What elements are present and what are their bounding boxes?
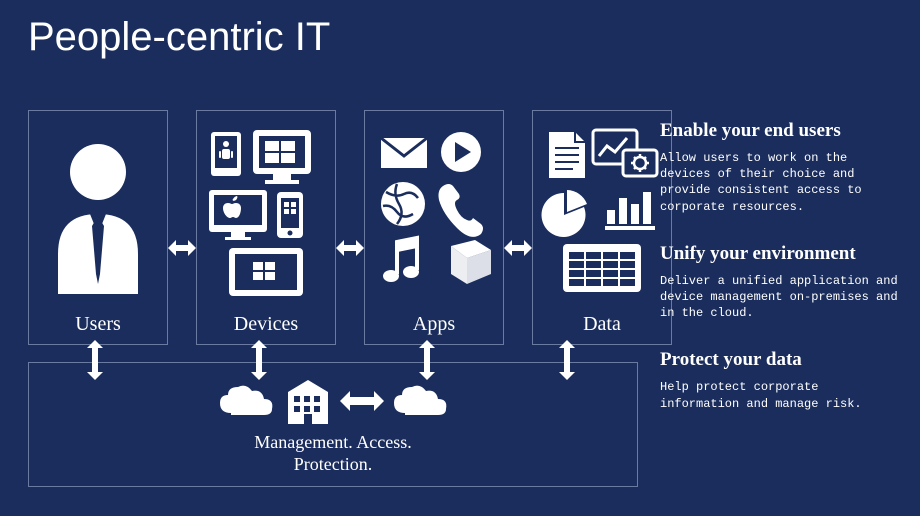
arrow-data-down — [556, 340, 578, 380]
management-label-line2: Protection. — [294, 454, 373, 474]
pie-chart-icon — [542, 190, 587, 237]
android-tablet-icon — [211, 132, 241, 176]
apps-icon-group — [369, 119, 499, 309]
pillar-users-label: Users — [75, 313, 121, 336]
benefit-enable-desc: Allow users to work on the devices of th… — [660, 150, 900, 215]
benefit-unify-desc: Deliver a unified application and device… — [660, 273, 900, 322]
management-label: Management. Access. Protection. — [254, 432, 411, 475]
management-label-line1: Management. Access. — [254, 432, 411, 452]
package-icon — [451, 240, 491, 284]
arrow-apps-data — [504, 150, 532, 345]
pillar-users: Users — [28, 110, 168, 345]
pillar-devices-label: Devices — [234, 313, 298, 336]
data-icon-group — [537, 119, 667, 309]
arrow-devices-apps — [336, 150, 364, 345]
pillar-devices: Devices — [196, 110, 336, 345]
phone-call-icon — [439, 184, 484, 237]
pillar-apps-label: Apps — [413, 313, 455, 336]
benefit-unify-title: Unify your environment — [660, 243, 900, 265]
play-icon — [441, 132, 481, 172]
user-tie-icon — [48, 134, 148, 294]
management-box: Management. Access. Protection. — [28, 362, 638, 487]
benefit-enable-title: Enable your end users — [660, 120, 900, 142]
pillars-row: Users — [28, 110, 672, 345]
pillar-data: Data — [532, 110, 672, 345]
double-arrow-icon — [168, 237, 196, 259]
users-icon-group — [33, 119, 163, 309]
mail-icon — [381, 138, 427, 168]
cloud-right-icon — [390, 381, 450, 421]
music-icon — [383, 238, 419, 282]
slide-title: People-centric IT — [0, 0, 920, 60]
benefit-enable: Enable your end users Allow users to wor… — [660, 120, 900, 215]
benefits-panel: Enable your end users Allow users to wor… — [660, 120, 900, 440]
bar-chart-icon — [605, 192, 655, 230]
windows-monitor-icon — [253, 130, 311, 184]
mac-monitor-icon — [209, 190, 267, 240]
benefit-protect: Protect your data Help protect corporate… — [660, 349, 900, 411]
arrow-devices-down — [248, 340, 270, 380]
building-icon — [282, 374, 334, 428]
pillar-apps: Apps — [364, 110, 504, 345]
double-arrow-icon — [340, 388, 384, 414]
arrow-apps-down — [416, 340, 438, 380]
management-icons — [216, 374, 450, 428]
cloud-left-icon — [216, 381, 276, 421]
double-arrow-icon — [336, 237, 364, 259]
double-arrow-icon — [504, 237, 532, 259]
benefit-unify: Unify your environment Deliver a unified… — [660, 243, 900, 322]
document-icon — [549, 132, 585, 178]
spreadsheet-icon — [563, 244, 641, 292]
arrow-users-devices — [168, 150, 196, 345]
benefit-protect-desc: Help protect corporate information and m… — [660, 379, 900, 411]
pillar-data-label: Data — [583, 313, 621, 336]
phone-icon — [277, 192, 303, 238]
dashboard-icon — [593, 130, 657, 176]
windows-tablet-icon — [229, 248, 303, 296]
arrow-users-down — [84, 340, 106, 380]
globe-icon — [381, 182, 425, 226]
devices-icon-group — [201, 119, 331, 309]
benefit-protect-title: Protect your data — [660, 349, 900, 371]
